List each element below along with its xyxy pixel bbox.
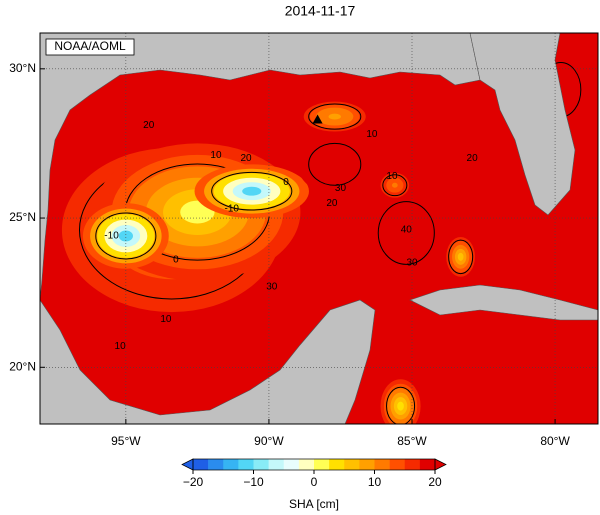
contour-label: 0 [283,177,289,188]
colorbar-swatch [329,459,345,470]
colorbar-swatch [283,459,300,470]
colorbar: −20 −10 0 10 20 [181,458,447,489]
cuba [409,284,598,321]
contour-label: -10 [224,204,239,215]
contour-label: 40 [401,225,413,236]
colorbar-swatch [268,459,285,470]
florida [469,33,576,216]
lon-tick-label: 85°W [397,434,427,448]
lon-tick-label: 80°W [540,434,570,448]
overlay: 20 20 10 0 -10 -10 0 10 10 30 20 10 10 20 40 30 30 95°W 90… [9,33,598,448]
eddy-level [397,401,404,411]
contour-label: 30 [406,257,418,268]
map-frame [39,32,599,425]
mexico [40,299,376,424]
contour-line [382,174,408,197]
source-box [45,38,135,56]
contour-label: 10 [386,171,398,182]
colorbar-swatch [193,459,209,470]
colorbar-tick-label: −10 [243,475,264,489]
contour-line [211,171,293,211]
eddy-level [328,113,341,120]
contour-label: 10 [210,150,222,161]
lat-tick-label: 20°N [9,359,36,373]
eddy-level [328,159,341,170]
colorbar-low-end [181,458,194,471]
contour-line [308,142,362,186]
station-marker [312,114,323,124]
eddy-level [391,182,398,188]
contour-label: 20 [143,120,155,131]
colorbar-swatch [359,459,375,470]
colorbar-swatch [253,459,269,470]
colorbar-swatch [404,459,421,470]
contour-label: 10 [115,341,127,352]
colorbar-tick-label: 0 [311,475,318,489]
contour-label: 20 [240,153,252,164]
contour-line [377,201,435,265]
colorbar-high-end [434,458,447,471]
eddy-level [399,225,413,241]
colorbar-swatch [344,459,360,470]
lon-tick-label: 95°W [111,434,141,448]
colorbar-swatch [374,459,390,470]
contour-label: 10 [160,314,172,325]
colorbar-tick-label: 10 [368,475,382,489]
colorbar-swatch [238,459,254,470]
colorbar-tick-label: −20 [183,475,204,489]
title: 2014-11-17 [285,3,356,19]
contour-label: 20 [326,198,338,209]
lon-tick-label: 90°W [254,434,284,448]
colorbar-label: SHA [cm] [289,497,339,511]
colorbar-swatch [298,459,315,470]
lat-tick-label: 30°N [9,61,36,75]
contour-label: -10 [104,231,119,242]
colorbar-swatch [223,459,239,470]
land [40,33,598,424]
contour-label: 10 [366,129,378,140]
contour-line [308,103,362,130]
contour-line [448,239,474,275]
eddy-level [118,230,133,242]
colorbar-swatch [208,459,224,470]
lat-tick-label: 25°N [9,210,36,224]
contour-line [386,386,416,424]
colorbar-swatch [389,459,406,470]
eddy-level [457,252,464,261]
contour-label: 0 [173,254,179,265]
source-label: NOAA/AOML [54,39,126,53]
contour-label: 30 [266,281,278,292]
contour-label: 20 [467,153,479,164]
contour-label: 30 [335,183,347,194]
colorbar-swatch [314,459,330,470]
colorbar-swatch [419,459,436,470]
colorbar-tick-label: 20 [428,475,442,489]
us-coast [40,33,481,301]
eddy-level [242,186,262,196]
